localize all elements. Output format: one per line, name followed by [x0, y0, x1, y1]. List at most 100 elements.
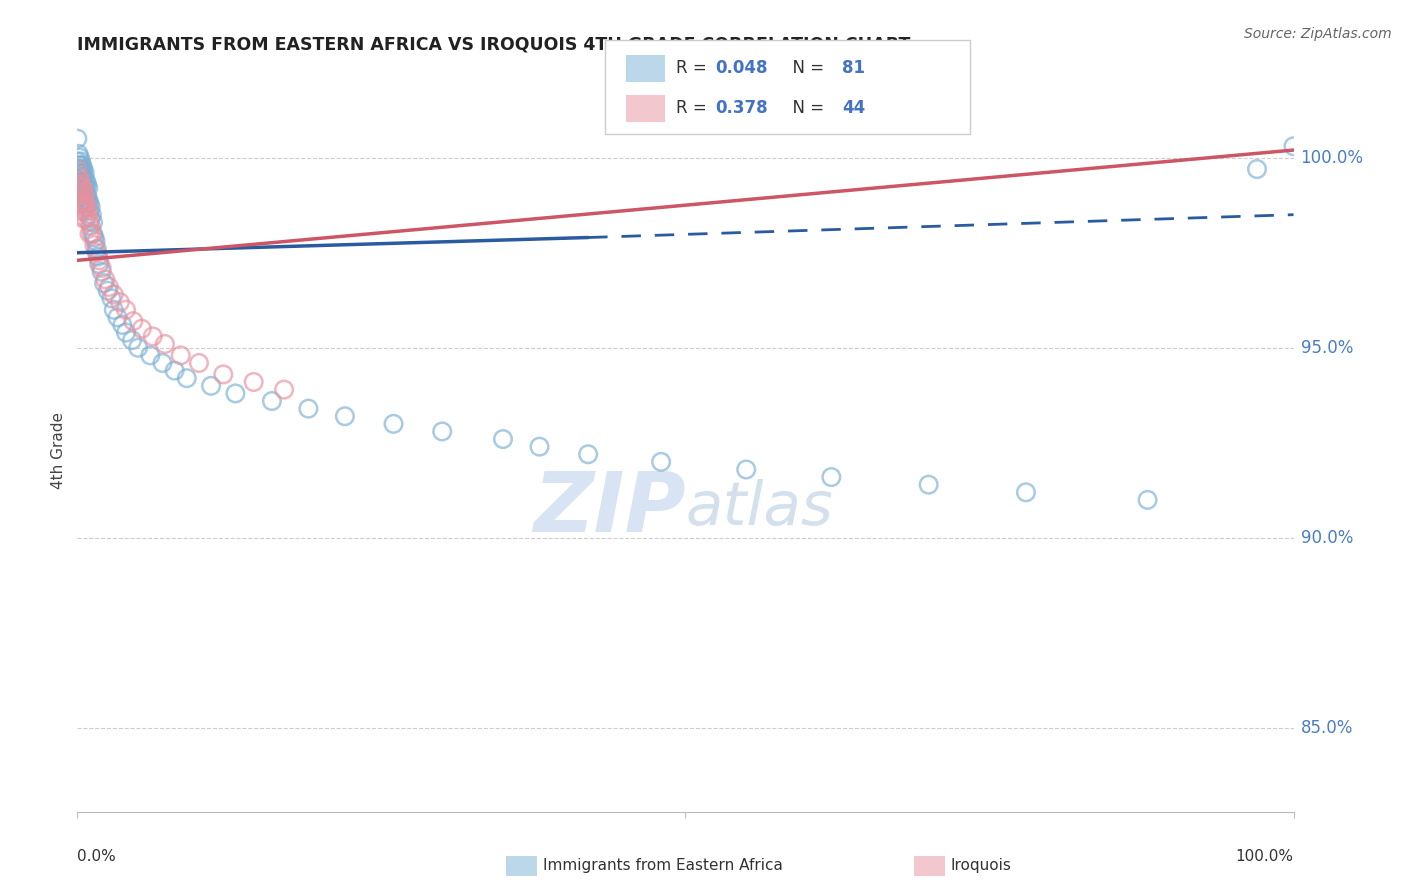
Point: [72, 185, 94, 199]
Point: [79, 227, 101, 241]
Point: [67, 158, 90, 172]
Point: [121, 333, 143, 347]
Point: [576, 447, 599, 461]
Point: [79, 215, 101, 229]
Point: [69, 173, 91, 187]
Point: [75, 181, 97, 195]
Point: [70, 188, 93, 202]
Point: [70, 158, 93, 172]
Point: [72, 200, 94, 214]
Point: [176, 371, 198, 385]
Point: [76, 178, 98, 192]
Point: [100, 291, 122, 305]
Point: [86, 245, 108, 260]
Point: [73, 166, 96, 180]
Point: [70, 196, 93, 211]
Text: Iroquois: Iroquois: [950, 858, 1011, 872]
Text: N =: N =: [782, 99, 830, 117]
Point: [111, 318, 134, 332]
Point: [69, 185, 91, 199]
Text: 81: 81: [842, 60, 865, 78]
Text: IMMIGRANTS FROM EASTERN AFRICA VS IROQUOIS 4TH GRADE CORRELATION CHART: IMMIGRANTS FROM EASTERN AFRICA VS IROQUO…: [77, 36, 911, 54]
Point: [72, 211, 94, 226]
Point: [70, 178, 93, 192]
Point: [1282, 139, 1305, 153]
Point: [103, 302, 125, 317]
Text: 100.0%: 100.0%: [1236, 849, 1294, 863]
Point: [97, 284, 120, 298]
Point: [75, 193, 97, 207]
Point: [75, 173, 97, 187]
Point: [820, 470, 842, 484]
Text: 0.378: 0.378: [716, 99, 768, 117]
Point: [70, 169, 93, 184]
Point: [90, 260, 112, 275]
Text: R =: R =: [676, 60, 713, 78]
Point: [69, 196, 91, 211]
Point: [107, 310, 129, 325]
Text: 44: 44: [842, 99, 866, 117]
Point: [70, 166, 93, 180]
Point: [66, 131, 89, 145]
Point: [73, 188, 96, 202]
Point: [139, 348, 162, 362]
Point: [82, 215, 104, 229]
Point: [70, 193, 93, 207]
Point: [89, 253, 111, 268]
Point: [73, 185, 96, 199]
Point: [77, 181, 100, 195]
Point: [84, 235, 107, 249]
Y-axis label: 4th Grade: 4th Grade: [51, 412, 66, 489]
Point: [67, 166, 90, 180]
Point: [69, 158, 91, 172]
Point: [76, 200, 98, 214]
Point: [70, 203, 93, 218]
Point: [86, 242, 108, 256]
Text: atlas: atlas: [686, 479, 834, 538]
Point: [80, 227, 103, 241]
Point: [260, 394, 283, 409]
Point: [67, 181, 90, 195]
Point: [79, 196, 101, 211]
Point: [224, 386, 246, 401]
Point: [70, 162, 93, 177]
Point: [67, 181, 90, 195]
Point: [69, 173, 91, 187]
Point: [72, 188, 94, 202]
Point: [273, 383, 295, 397]
Point: [67, 188, 90, 202]
Point: [70, 181, 93, 195]
Point: [80, 219, 103, 233]
Point: [127, 341, 149, 355]
Point: [80, 208, 103, 222]
Text: Source: ZipAtlas.com: Source: ZipAtlas.com: [1244, 27, 1392, 41]
Point: [90, 265, 112, 279]
Point: [82, 227, 104, 241]
Text: Immigrants from Eastern Africa: Immigrants from Eastern Africa: [543, 858, 783, 872]
Point: [122, 314, 145, 328]
Point: [142, 329, 165, 343]
Point: [76, 196, 98, 211]
Point: [66, 154, 89, 169]
Point: [650, 455, 672, 469]
Point: [72, 162, 94, 177]
Point: [75, 211, 97, 226]
Point: [80, 211, 103, 226]
Text: ZIP: ZIP: [533, 467, 686, 549]
Point: [108, 295, 131, 310]
Point: [115, 302, 138, 317]
Point: [735, 462, 758, 476]
Point: [188, 356, 211, 370]
Point: [93, 276, 115, 290]
Point: [83, 230, 105, 244]
Point: [67, 173, 90, 187]
Point: [73, 178, 96, 192]
Point: [67, 146, 90, 161]
Point: [66, 162, 89, 177]
Point: [163, 363, 186, 377]
Point: [297, 401, 319, 416]
Point: [70, 178, 93, 192]
Text: 85.0%: 85.0%: [1301, 719, 1353, 737]
Point: [77, 193, 100, 207]
Point: [97, 280, 120, 294]
